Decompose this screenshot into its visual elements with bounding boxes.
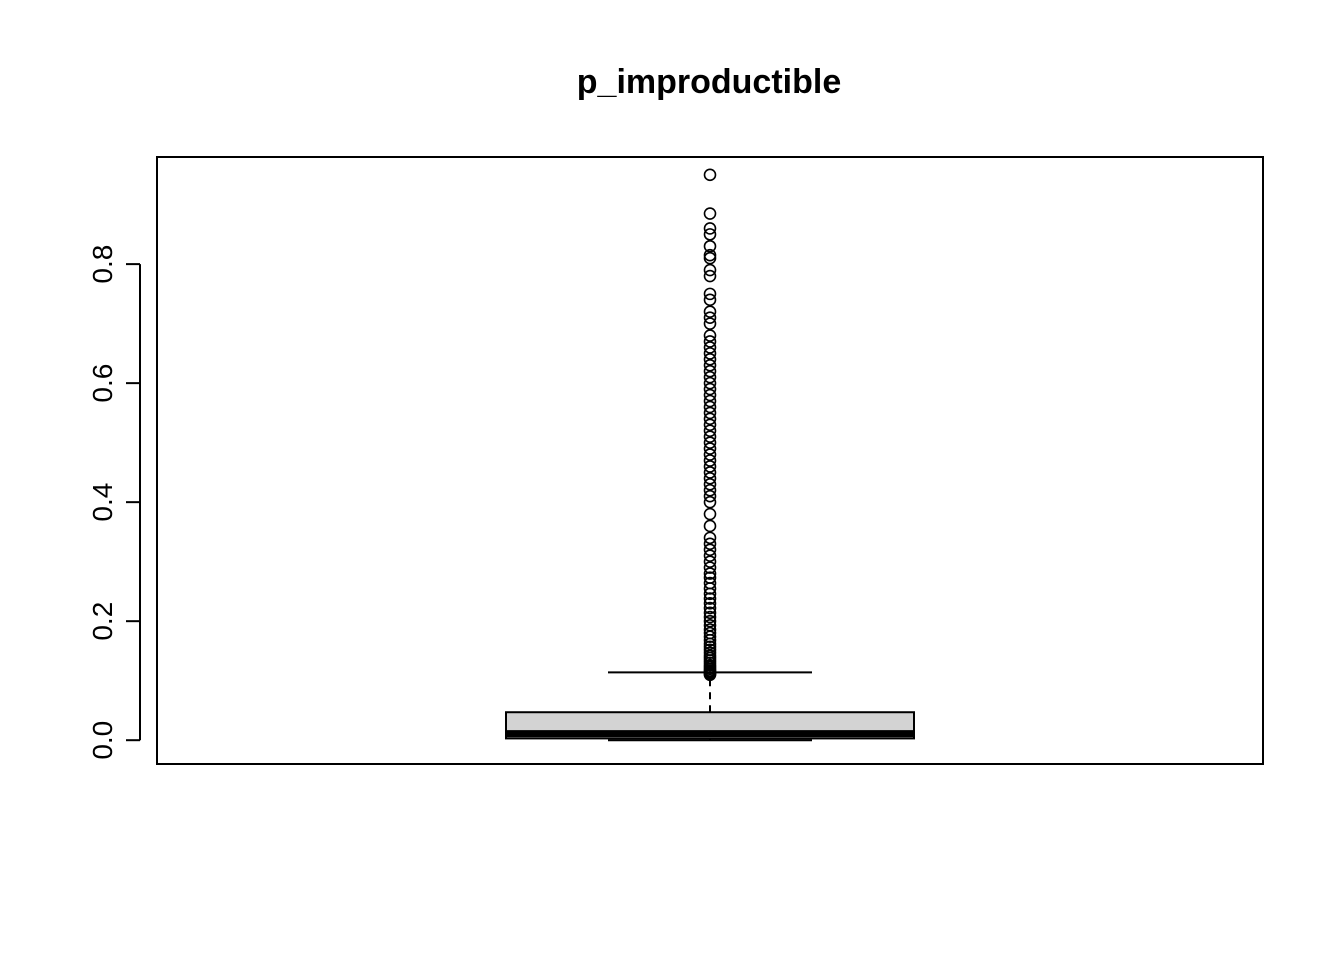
outlier-point bbox=[703, 606, 717, 620]
outlier-point bbox=[703, 460, 717, 473]
outlier-point bbox=[703, 168, 717, 182]
outlier-point bbox=[703, 222, 717, 235]
outlier-point bbox=[703, 376, 717, 390]
y-tick-label: 0.0 bbox=[87, 721, 118, 760]
outlier-point bbox=[703, 418, 717, 432]
outlier-point bbox=[703, 293, 717, 307]
outlier-point bbox=[703, 370, 717, 384]
outlier-point bbox=[703, 478, 717, 491]
outlier-point bbox=[703, 626, 717, 640]
outlier-points bbox=[703, 168, 717, 682]
outlier-point bbox=[703, 507, 717, 521]
outlier-point bbox=[703, 597, 717, 610]
outlier-point bbox=[703, 358, 717, 372]
outlier-point bbox=[703, 483, 717, 497]
outlier-point bbox=[703, 248, 717, 262]
outlier-point bbox=[703, 543, 717, 557]
outlier-point bbox=[703, 623, 717, 636]
outlier-point bbox=[703, 555, 717, 568]
outlier-point bbox=[703, 519, 717, 533]
plot-frame bbox=[156, 156, 1264, 765]
outlier-point bbox=[703, 571, 717, 585]
outlier-point bbox=[703, 610, 717, 624]
outlier-point bbox=[703, 400, 717, 414]
outlier-point bbox=[703, 335, 717, 348]
outlier-point bbox=[703, 601, 717, 615]
outlier-point bbox=[703, 353, 717, 366]
outlier-point bbox=[703, 592, 717, 605]
chart-title: p_improductible bbox=[577, 63, 841, 101]
outlier-point bbox=[703, 430, 717, 443]
outlier-point bbox=[703, 382, 717, 396]
outlier-point bbox=[703, 406, 717, 420]
box-group bbox=[505, 671, 915, 742]
outlier-point bbox=[703, 472, 717, 485]
outlier-point bbox=[703, 619, 717, 632]
y-tick-label: 0.8 bbox=[87, 245, 118, 284]
outlier-point bbox=[703, 466, 717, 479]
outlier-point bbox=[703, 489, 717, 503]
outlier-point bbox=[703, 364, 717, 378]
outlier-point bbox=[703, 576, 717, 590]
outlier-point bbox=[703, 454, 717, 467]
outlier-point bbox=[703, 495, 717, 509]
outlier-point bbox=[703, 305, 717, 319]
outlier-point bbox=[703, 537, 717, 551]
outlier-point bbox=[703, 239, 717, 253]
outlier-point bbox=[703, 228, 717, 241]
outlier-point bbox=[703, 448, 717, 461]
outlier-point bbox=[703, 317, 717, 330]
outlier-point bbox=[703, 269, 717, 283]
outlier-point bbox=[703, 412, 717, 426]
outlier-point bbox=[703, 614, 717, 628]
y-tick-label: 0.4 bbox=[87, 483, 118, 522]
outlier-point bbox=[703, 329, 717, 342]
outlier-point bbox=[703, 561, 717, 574]
outlier-point bbox=[703, 424, 717, 438]
outlier-point bbox=[703, 287, 717, 301]
outlier-point bbox=[703, 207, 717, 220]
outlier-point bbox=[703, 311, 717, 324]
outlier-point bbox=[703, 531, 717, 545]
outlier-point bbox=[703, 567, 717, 580]
y-axis: 0.0 0.2 0.4 0.6 0.8 bbox=[87, 245, 141, 760]
y-tick-label: 0.2 bbox=[87, 602, 118, 641]
outlier-point bbox=[703, 263, 717, 277]
outlier-point bbox=[703, 347, 717, 360]
outlier-point bbox=[703, 442, 717, 455]
y-tick-label: 0.6 bbox=[87, 364, 118, 403]
outlier-point bbox=[703, 394, 717, 408]
outlier-point bbox=[703, 341, 717, 354]
outlier-point bbox=[703, 436, 717, 449]
outlier-point bbox=[703, 388, 717, 402]
outlier-point bbox=[703, 549, 717, 563]
